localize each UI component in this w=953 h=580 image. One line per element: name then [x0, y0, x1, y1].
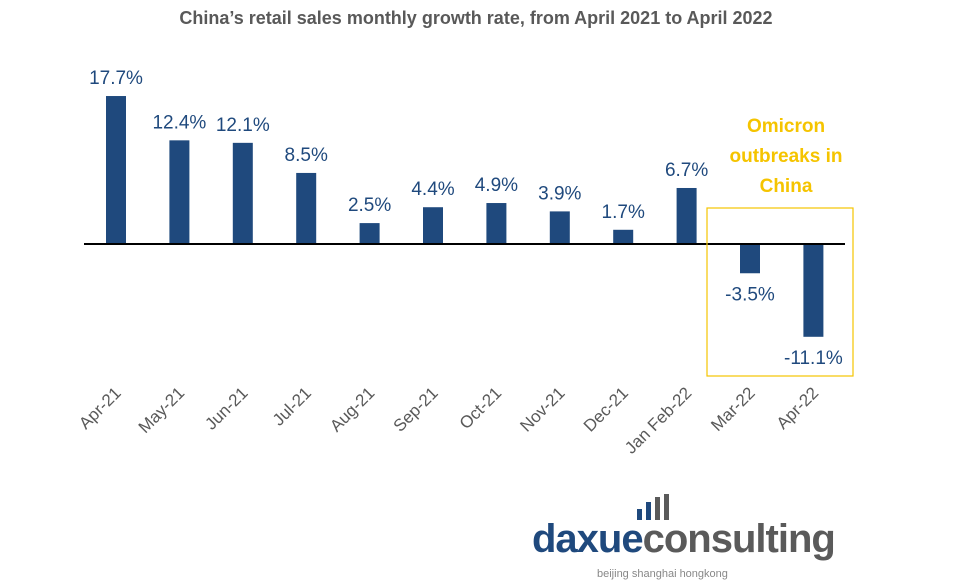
logo-tagline: beijing shanghai hongkong: [597, 568, 728, 580]
x-tick-label: Apr-21: [75, 383, 125, 433]
data-label: -3.5%: [725, 284, 775, 305]
bar-may-21: [169, 140, 190, 244]
data-label: -11.1%: [784, 348, 843, 369]
bar-nov-21: [549, 211, 570, 244]
data-label: 12.1%: [216, 115, 270, 136]
bar-jun-21: [232, 142, 253, 244]
annotation-line-3: China: [760, 176, 813, 197]
x-tick-label: Jul-21: [269, 383, 315, 429]
x-tick-label: Nov-21: [516, 383, 568, 435]
data-label: 17.7%: [89, 68, 143, 89]
x-tick-label: Aug-21: [326, 383, 378, 435]
logo-bars-icon: [637, 494, 669, 520]
bar-mar-22: [740, 244, 760, 274]
x-tick-label: Mar-22: [707, 383, 759, 435]
x-tick-label: May-21: [135, 383, 189, 437]
x-tick-label: Oct-21: [456, 383, 506, 433]
daxue-logo: daxueconsulting beijing shanghai hongkon…: [532, 494, 836, 580]
x-tick-label: Jun-21: [201, 383, 251, 433]
annotation-line-2: outbreaks in: [730, 146, 843, 167]
x-tick-label: Apr-22: [773, 383, 823, 433]
x-tick-label: Sep-21: [390, 383, 442, 435]
data-label: 4.9%: [475, 175, 518, 196]
data-label: 3.9%: [538, 183, 581, 204]
data-label: 6.7%: [665, 160, 708, 181]
annotation-line-1: Omicron: [747, 116, 825, 137]
bar-apr-21: [106, 96, 126, 244]
bar-apr-22: [803, 244, 824, 337]
bar-jul-21: [296, 172, 317, 244]
data-label: 2.5%: [348, 195, 391, 216]
x-tick-label: Jan Feb-22: [621, 383, 695, 457]
data-label: 1.7%: [602, 202, 645, 223]
bar-oct-21: [486, 203, 507, 244]
bar-sep-21: [423, 207, 443, 244]
bar-dec-21: [613, 229, 634, 244]
x-tick-label: Dec-21: [580, 383, 632, 435]
bars: 17.7% Apr-21 12.4% May-21 12.1% Jun-21 8.5% Jul…: [75, 68, 843, 458]
data-label: 12.4%: [152, 112, 206, 133]
data-label: 4.4%: [411, 179, 454, 200]
annotation-box: [706, 207, 854, 377]
bar-jan-feb-22: [676, 187, 697, 244]
chart-title: China’s retail sales monthly growth rate…: [179, 8, 772, 28]
data-label: 8.5%: [285, 145, 328, 166]
bar-aug-21: [359, 223, 380, 244]
logo-text: daxueconsulting: [532, 517, 835, 561]
